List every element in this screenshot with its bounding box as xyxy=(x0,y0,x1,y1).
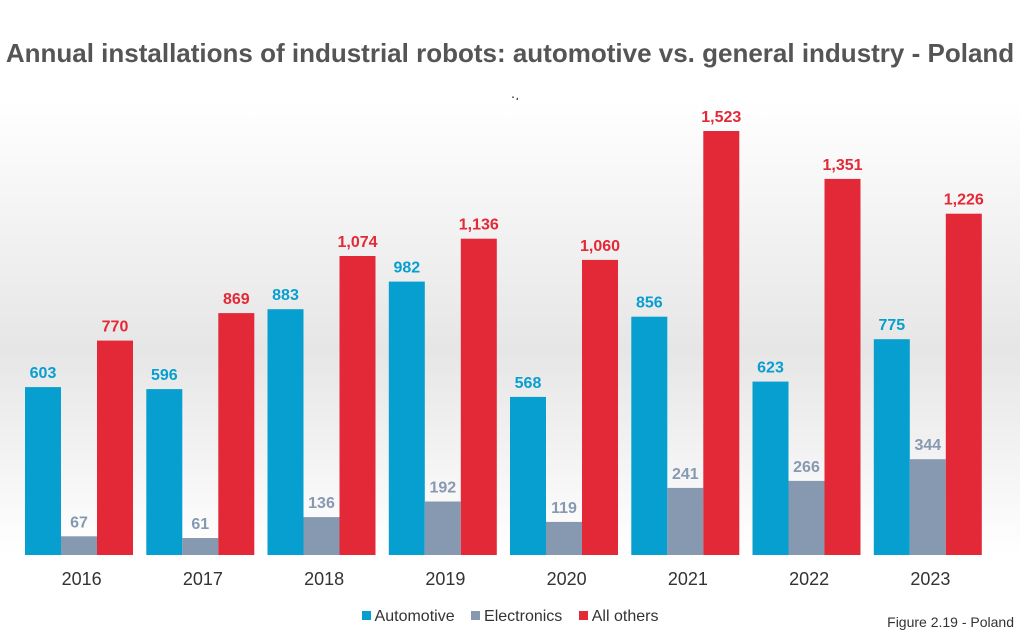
data-labels-layer: 603 67 770 596 61 869 883 136 1,074 982 192 1,136 56… xyxy=(30,109,984,533)
bars-layer xyxy=(25,131,982,555)
data-label-all-others-2021: 1,523 xyxy=(701,109,741,126)
chart-title: Annual installations of industrial robot… xyxy=(5,38,1015,68)
legend-swatch-all-others xyxy=(578,611,588,620)
x-tick-label-2023: 2023 xyxy=(910,569,950,589)
legend-item-automotive: Automotive xyxy=(361,608,455,626)
bar-all-others-2023 xyxy=(945,213,982,555)
legend-label-automotive: Automotive xyxy=(374,608,455,625)
data-label-electronics-2021: 241 xyxy=(672,466,699,483)
legend-item-all-others: All others xyxy=(578,608,659,626)
legend-item-electronics: Electronics xyxy=(471,608,562,626)
x-tick-label-2018: 2018 xyxy=(304,569,344,589)
bar-electronics-2019 xyxy=(424,501,461,555)
legend: Automotive Electronics All others xyxy=(0,608,1020,626)
x-tick-label-2021: 2021 xyxy=(668,569,708,589)
data-label-electronics-2019: 192 xyxy=(429,480,456,497)
data-label-automotive-2022: 623 xyxy=(757,360,784,377)
bar-all-others-2019 xyxy=(460,238,497,555)
legend-swatch-electronics xyxy=(471,611,481,620)
bar-automotive-2018 xyxy=(267,309,304,555)
bar-electronics-2016 xyxy=(61,536,97,555)
bar-electronics-2023 xyxy=(909,459,946,555)
bar-all-others-2017 xyxy=(218,313,255,555)
legend-label-all-others: All others xyxy=(591,608,659,625)
x-tick-label-2020: 2020 xyxy=(547,569,587,589)
data-label-all-others-2022: 1,351 xyxy=(822,157,862,174)
data-label-automotive-2023: 775 xyxy=(878,317,905,334)
data-label-electronics-2022: 266 xyxy=(793,459,820,476)
bar-electronics-2018 xyxy=(303,517,340,555)
data-label-electronics-2016: 67 xyxy=(70,514,88,531)
bar-electronics-2020 xyxy=(546,521,582,555)
data-label-automotive-2020: 568 xyxy=(515,375,542,392)
bar-all-others-2016 xyxy=(97,340,133,555)
figure-caption: Figure 2.19 - Poland xyxy=(887,614,1014,630)
data-label-electronics-2023: 344 xyxy=(914,437,941,454)
bar-electronics-2022 xyxy=(788,480,825,555)
data-label-all-others-2017: 869 xyxy=(223,291,250,308)
data-label-all-others-2019: 1,136 xyxy=(459,217,499,234)
data-label-automotive-2018: 883 xyxy=(272,287,299,304)
bar-electronics-2017 xyxy=(182,538,219,555)
x-tick-label-2022: 2022 xyxy=(789,569,829,589)
data-label-automotive-2017: 596 xyxy=(151,367,178,384)
legend-label-electronics: Electronics xyxy=(484,608,563,625)
bar-automotive-2016 xyxy=(25,387,61,555)
x-tick-label-2017: 2017 xyxy=(183,569,223,589)
bar-automotive-2023 xyxy=(873,339,910,555)
bar-all-others-2018 xyxy=(339,256,376,555)
data-label-automotive-2019: 982 xyxy=(393,260,420,277)
x-tick-label-2019: 2019 xyxy=(425,569,465,589)
bar-automotive-2017 xyxy=(146,389,183,555)
data-label-automotive-2021: 856 xyxy=(636,295,663,312)
x-axis-ticks-layer: 2016 2017 2018 2019 2020 2021 2022 2023 xyxy=(62,569,951,589)
bar-all-others-2021 xyxy=(703,131,740,555)
bar-automotive-2021 xyxy=(631,316,668,555)
bar-automotive-2020 xyxy=(510,396,546,555)
bar-automotive-2019 xyxy=(388,281,425,555)
data-label-all-others-2018: 1,074 xyxy=(337,234,377,251)
data-label-all-others-2016: 770 xyxy=(102,319,129,336)
data-label-automotive-2016: 603 xyxy=(30,365,57,382)
x-tick-label-2016: 2016 xyxy=(62,569,102,589)
legend-swatch-automotive xyxy=(361,611,371,620)
bar-automotive-2022 xyxy=(752,381,789,555)
bar-electronics-2021 xyxy=(667,487,704,555)
data-label-electronics-2018: 136 xyxy=(308,495,335,512)
data-label-electronics-2017: 61 xyxy=(191,516,209,533)
bar-all-others-2022 xyxy=(824,178,861,555)
data-label-electronics-2020: 119 xyxy=(551,500,577,517)
data-label-all-others-2020: 1,060 xyxy=(580,238,620,255)
bar-all-others-2020 xyxy=(582,259,618,555)
data-label-all-others-2023: 1,226 xyxy=(944,192,984,209)
